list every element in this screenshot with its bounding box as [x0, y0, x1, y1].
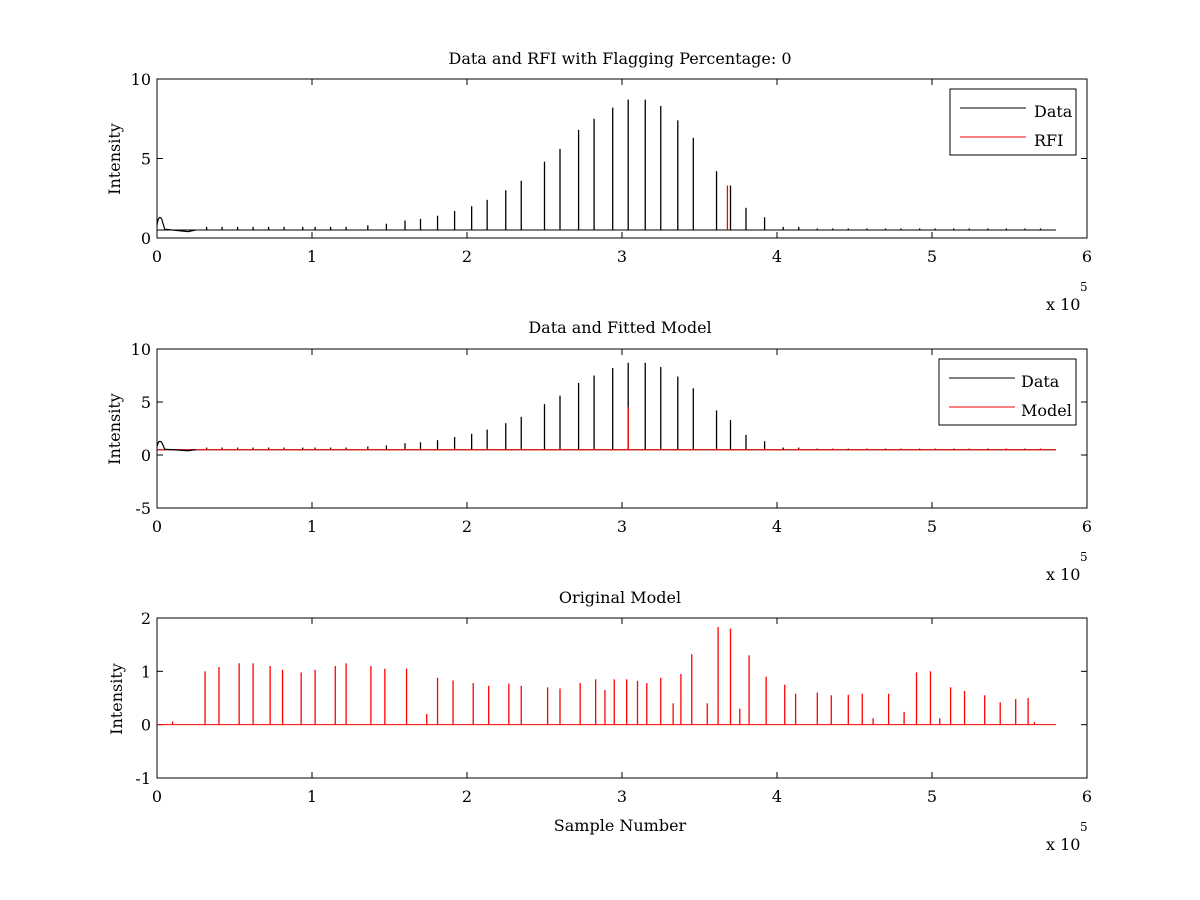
x-tick-label: 2: [462, 787, 472, 806]
panel-data-rfi: Data and RFI with Flagging Percentage: 0…: [105, 49, 1092, 314]
x-multiplier-label: x 10: [1046, 565, 1080, 584]
x-tick-label: 6: [1082, 517, 1092, 536]
y-tick-label: 0: [141, 229, 151, 248]
panel-data-model: Data and Fitted Model Intensity 0 1 2 3 4 5 6 -…: [105, 318, 1092, 584]
x-tick-label: 2: [462, 517, 472, 536]
x-tick-label: 6: [1082, 787, 1092, 806]
x-tick-label: 4: [772, 247, 782, 266]
x-tick-label: 2: [462, 247, 472, 266]
x-tick-label: 5: [927, 517, 937, 536]
x-tick-label: 3: [617, 517, 627, 536]
legend-label-rfi: RFI: [1034, 131, 1063, 150]
panel-title: Data and RFI with Flagging Percentage: 0: [448, 49, 791, 68]
x-tick-label: 1: [307, 787, 317, 806]
start-transient: [156, 216, 196, 233]
y-tick-label: 0: [141, 716, 151, 735]
x-tick-label: 3: [617, 247, 627, 266]
legend: Data Model: [938, 358, 1077, 426]
y-tick-label: 1: [141, 662, 151, 681]
series-model: [157, 407, 1056, 451]
legend-label-data: Data: [1034, 102, 1073, 121]
y-tick-label: 10: [131, 340, 151, 359]
x-multiplier-label: x 10: [1046, 295, 1080, 314]
x-tick-label: 1: [307, 517, 317, 536]
x-tick-label: 5: [927, 247, 937, 266]
panel-title: Original Model: [559, 588, 681, 607]
series-data: [157, 99, 1056, 231]
y-tick-label: 2: [141, 609, 151, 628]
panel-title: Data and Fitted Model: [528, 318, 711, 337]
x-tick-label: 3: [617, 787, 627, 806]
x-multiplier-exponent: 5: [1080, 820, 1088, 834]
legend: Data RFI: [949, 88, 1077, 156]
series-model: [157, 627, 1056, 726]
x-tick-label: 6: [1082, 247, 1092, 266]
y-axis-label: Intensity: [105, 393, 124, 465]
x-tick-label: 5: [927, 787, 937, 806]
y-tick-label: 0: [141, 446, 151, 465]
x-axis-label: Sample Number: [554, 816, 687, 835]
y-tick-label: 5: [141, 150, 151, 169]
x-tick-label: 4: [772, 517, 782, 536]
y-tick-label: 5: [141, 393, 151, 412]
legend-box: [949, 88, 1077, 156]
y-tick-label: -1: [135, 769, 151, 788]
plot-area: 0 1 2 3 4 5 6 0 5 10: [131, 70, 1092, 266]
y-tick-label: 10: [131, 70, 151, 89]
x-tick-label: 0: [152, 517, 162, 536]
x-tick-label: 0: [152, 247, 162, 266]
legend-label-model: Model: [1021, 401, 1072, 420]
x-multiplier-exponent: 5: [1080, 550, 1088, 564]
legend-box: [938, 358, 1077, 426]
x-multiplier-exponent: 5: [1080, 280, 1088, 294]
start-transient: [156, 440, 196, 452]
y-axis-label: Intensity: [105, 123, 124, 195]
x-tick-label: 1: [307, 247, 317, 266]
legend-label-data: Data: [1021, 372, 1060, 391]
x-tick-label: 0: [152, 787, 162, 806]
x-tick-label: 4: [772, 787, 782, 806]
x-multiplier-label: x 10: [1046, 835, 1080, 854]
y-axis-label: Intensity: [107, 663, 126, 735]
y-tick-label: -5: [135, 499, 151, 518]
